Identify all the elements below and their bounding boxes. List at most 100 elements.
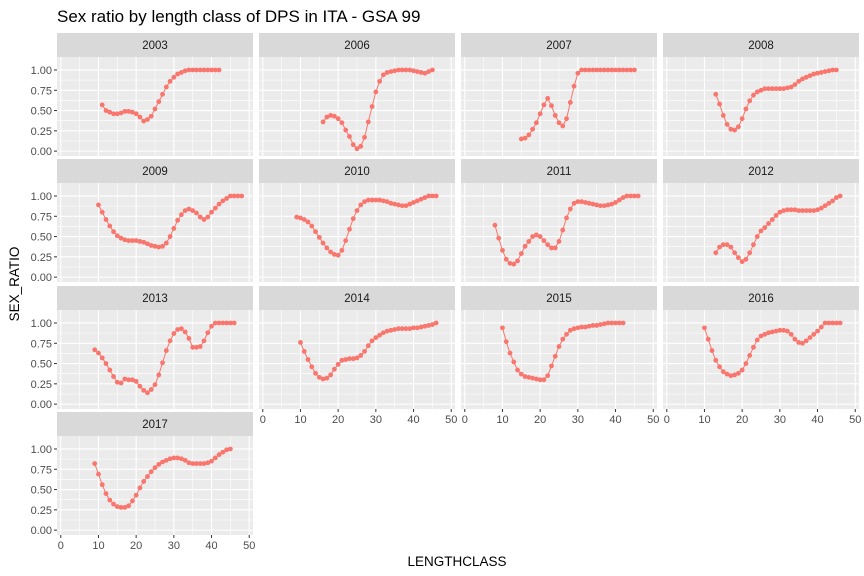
data-point <box>758 87 764 93</box>
data-point <box>507 260 513 266</box>
facet-strip <box>461 159 657 183</box>
data-point <box>511 359 517 365</box>
data-point <box>358 353 364 358</box>
y-tick-label: 0.00 <box>31 525 52 537</box>
data-point <box>137 485 143 491</box>
data-point <box>339 357 345 363</box>
data-point <box>422 323 428 329</box>
data-point <box>141 239 147 245</box>
facet-strip <box>461 33 657 57</box>
data-point <box>399 326 405 332</box>
data-point <box>209 323 214 329</box>
data-point <box>631 67 637 73</box>
data-point <box>533 232 539 238</box>
data-point <box>567 100 573 105</box>
data-point <box>720 242 726 248</box>
data-point <box>739 367 745 373</box>
data-point <box>129 238 135 244</box>
x-tick-label: 0 <box>260 414 266 426</box>
x-tick-label: 0 <box>58 540 64 552</box>
data-point <box>605 202 611 208</box>
data-point <box>530 234 536 239</box>
data-point <box>205 67 211 73</box>
data-point <box>160 91 165 97</box>
data-point <box>205 214 211 220</box>
data-point <box>107 109 113 115</box>
data-point <box>133 238 139 244</box>
data-point <box>601 203 607 209</box>
facet-strip-label: 2016 <box>748 293 774 305</box>
data-point <box>601 67 607 73</box>
data-point <box>609 67 615 73</box>
data-point <box>811 208 817 213</box>
data-point <box>582 200 588 205</box>
data-point <box>160 360 165 366</box>
data-point <box>564 215 569 221</box>
data-point <box>239 193 245 199</box>
data-point <box>552 353 558 359</box>
data-point <box>833 67 839 73</box>
data-point <box>197 461 203 466</box>
data-point <box>175 455 181 461</box>
data-point <box>171 226 177 231</box>
data-point <box>324 114 330 120</box>
x-tick-label: 10 <box>698 414 710 426</box>
x-tick-label: 50 <box>849 414 861 426</box>
data-point <box>833 320 839 326</box>
data-point <box>702 325 707 331</box>
data-point <box>728 244 734 250</box>
data-point <box>526 374 532 380</box>
data-point <box>148 243 154 248</box>
data-point <box>392 327 398 332</box>
data-point <box>205 460 211 466</box>
data-point <box>392 201 398 207</box>
data-point <box>564 331 569 337</box>
data-point <box>594 202 600 208</box>
x-tick-label: 30 <box>168 540 180 552</box>
data-point <box>620 320 626 326</box>
data-point <box>373 197 379 203</box>
data-point <box>628 67 634 73</box>
y-tick-label: 1.00 <box>31 318 52 330</box>
data-point <box>754 337 760 343</box>
data-point <box>141 387 147 393</box>
data-point <box>186 206 192 212</box>
data-point <box>111 111 116 117</box>
data-point <box>133 492 139 498</box>
data-point <box>182 208 188 213</box>
data-point <box>575 70 581 76</box>
data-point <box>186 336 192 341</box>
data-point <box>807 335 813 340</box>
data-point <box>294 214 300 220</box>
data-point <box>339 247 345 253</box>
data-point <box>594 67 600 73</box>
data-point <box>384 199 390 205</box>
data-point <box>773 86 779 92</box>
y-tick-label: 0.25 <box>31 505 52 517</box>
data-point <box>631 193 637 199</box>
data-point <box>343 127 349 133</box>
data-point <box>537 111 543 117</box>
data-point <box>107 497 113 503</box>
data-point <box>732 127 738 133</box>
data-point <box>354 208 360 213</box>
x-tick-label: 40 <box>205 540 217 552</box>
data-point <box>362 348 367 354</box>
facet-panel-2006: 2006 <box>259 33 455 156</box>
data-point <box>518 136 524 142</box>
data-point <box>126 377 132 383</box>
data-point <box>350 356 356 362</box>
data-point <box>590 323 596 328</box>
data-point <box>205 330 211 336</box>
data-point <box>201 217 207 222</box>
data-point <box>137 114 143 120</box>
data-point <box>114 233 120 239</box>
data-point <box>605 320 611 326</box>
data-point <box>411 200 416 205</box>
y-tick-label: 0.50 <box>31 106 52 118</box>
data-point <box>773 213 779 218</box>
data-point <box>209 67 214 73</box>
data-point <box>305 219 311 225</box>
facet-strip-label: 2013 <box>142 293 168 305</box>
data-point <box>414 198 420 204</box>
